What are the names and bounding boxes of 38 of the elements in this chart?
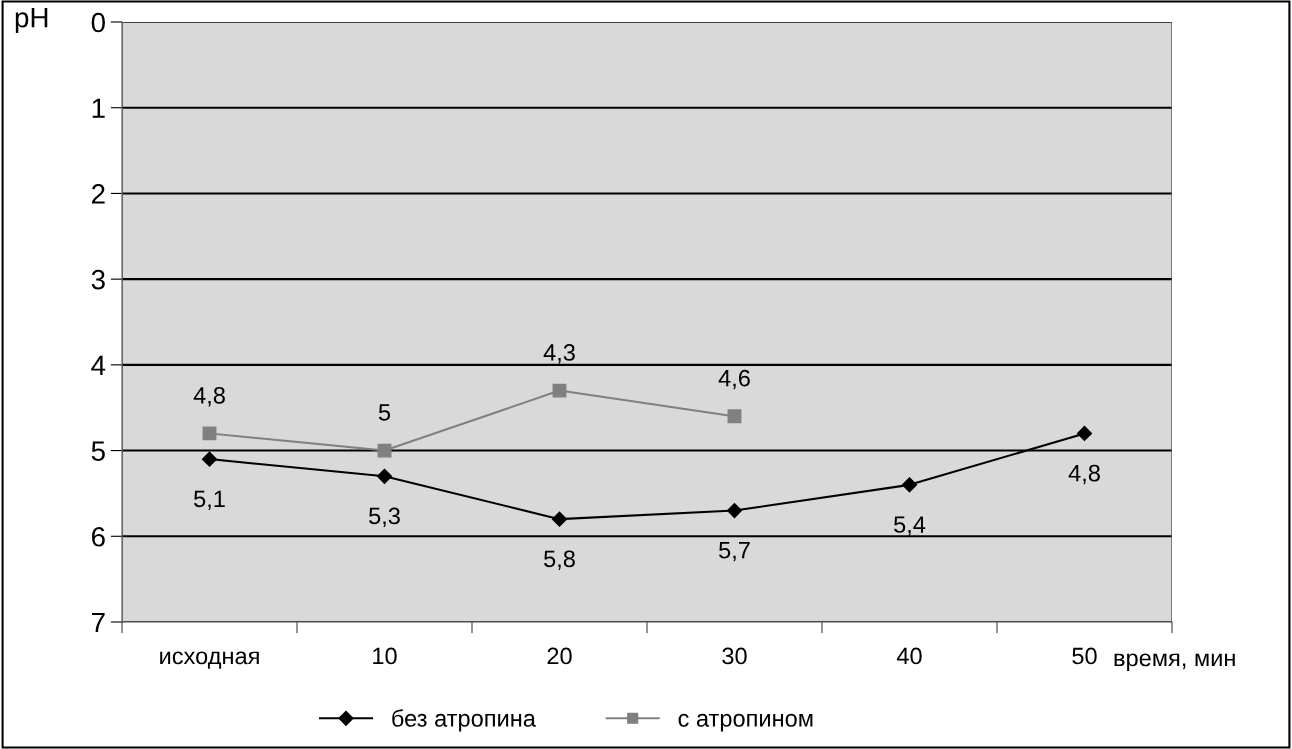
data-label: 4,8 [193, 386, 225, 407]
data-label: 5,8 [544, 550, 575, 570]
point [376, 468, 393, 484]
data-label: 5,3 [369, 507, 400, 528]
data-label: 5,1 [194, 490, 225, 510]
x-tick-label: 40 [896, 647, 922, 665]
point [552, 383, 567, 398]
data-label: 5 [378, 404, 391, 421]
y-tick-label: 6 [91, 526, 105, 547]
x-axis-title: время, мин [1114, 653, 1235, 671]
point [726, 503, 743, 519]
x-tick-label: 30 [722, 647, 747, 665]
y-tick-label: 0 [91, 12, 105, 33]
y-tick-label: 4 [91, 355, 106, 375]
point [901, 477, 918, 493]
y-tick-label: 1 [92, 98, 105, 118]
y-tick-label: 7 [92, 612, 105, 633]
legend-label: с атропином [678, 713, 813, 732]
y-tick-label: 3 [91, 269, 105, 290]
y-axis-title: pH [15, 8, 48, 33]
data-label: 5,7 [719, 542, 750, 562]
y-tick-label: 5 [91, 441, 105, 461]
data-label: 4,6 [718, 369, 750, 390]
x-tick-label: 50 [1072, 647, 1097, 665]
x-tick-label: 20 [547, 647, 572, 665]
legend-label: без атропина [392, 709, 536, 732]
data-label: 4,3 [543, 344, 575, 364]
point [377, 443, 392, 458]
point [202, 426, 217, 441]
data-label: 5,4 [894, 516, 926, 536]
point [201, 451, 218, 467]
point [551, 511, 568, 527]
point [727, 409, 742, 424]
point [1076, 425, 1093, 441]
x-tick-label: 10 [373, 647, 397, 665]
x-tick-label: исходная [160, 651, 259, 669]
data-label: 4,8 [1068, 464, 1100, 485]
y-tick-label: 2 [91, 184, 105, 204]
